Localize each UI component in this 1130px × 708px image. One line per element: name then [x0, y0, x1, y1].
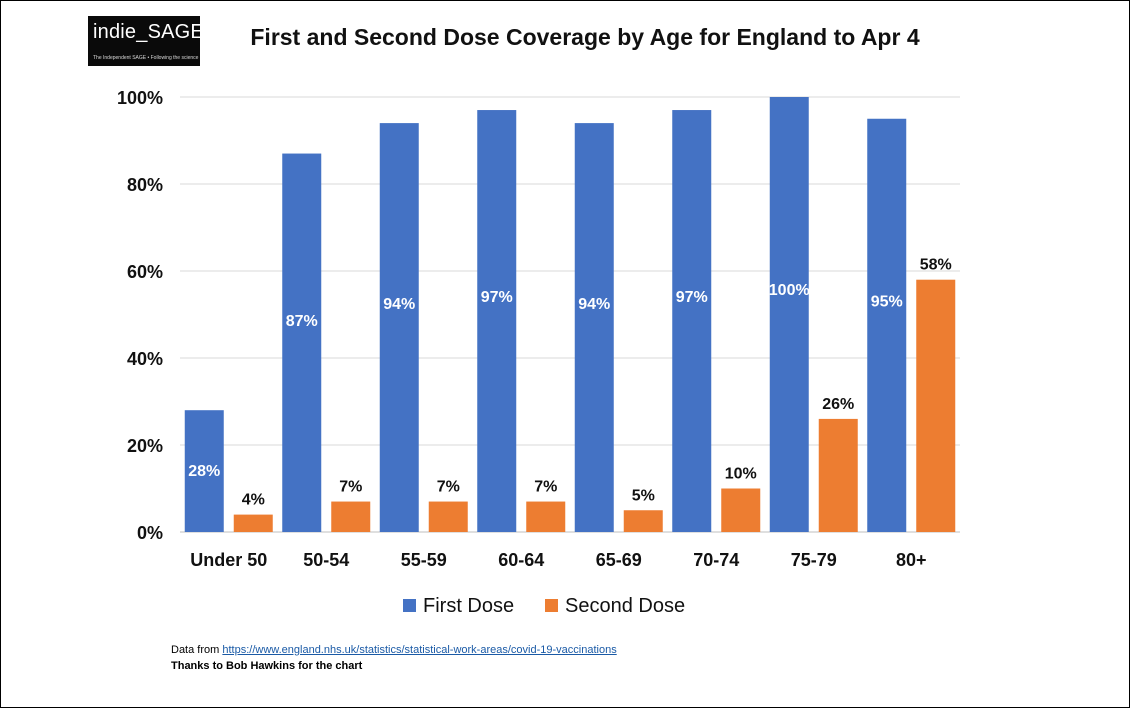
bar	[916, 279, 956, 532]
data-label: 87%	[286, 313, 318, 330]
data-label: 7%	[339, 479, 362, 496]
data-label: 58%	[920, 257, 952, 274]
data-label: 94%	[578, 296, 610, 313]
y-tick-label: 0%	[137, 523, 163, 543]
logo-text: indie_SAGE	[93, 21, 204, 43]
data-label: 5%	[632, 487, 655, 504]
data-label: 97%	[481, 289, 513, 306]
data-label: 7%	[437, 479, 460, 496]
bar	[867, 118, 907, 532]
bar	[428, 501, 468, 532]
x-tick-label: 75-79	[791, 550, 837, 570]
bar	[233, 514, 273, 532]
y-tick-label: 60%	[127, 262, 163, 282]
legend-swatch	[403, 599, 416, 612]
y-tick-label: 40%	[127, 349, 163, 369]
x-tick-label: Under 50	[190, 550, 267, 570]
source-note: Data from https://www.england.nhs.uk/sta…	[171, 644, 617, 656]
bar	[379, 123, 419, 532]
bar	[526, 501, 566, 532]
bar	[721, 488, 761, 532]
bar	[574, 123, 614, 532]
legend-label: Second Dose	[565, 595, 685, 617]
data-label: 7%	[534, 479, 557, 496]
logo-subtext: The Independent SAGE • Following the sci…	[93, 55, 199, 61]
x-tick-label: 80+	[896, 550, 927, 570]
bar	[818, 418, 858, 532]
data-label: 94%	[383, 296, 415, 313]
y-tick-label: 20%	[127, 436, 163, 456]
source-link[interactable]: https://www.england.nhs.uk/statistics/st…	[222, 644, 617, 656]
data-label: 95%	[871, 294, 903, 311]
bar	[282, 153, 322, 533]
y-tick-label: 100%	[117, 88, 163, 108]
y-tick-label: 80%	[127, 175, 163, 195]
data-label: 97%	[676, 289, 708, 306]
legend-label: First Dose	[423, 595, 514, 617]
data-label: 4%	[242, 492, 265, 509]
data-label: 100%	[769, 282, 810, 299]
x-tick-label: 50-54	[303, 550, 349, 570]
bar	[672, 110, 712, 533]
credit-note: Thanks to Bob Hawkins for the chart	[171, 660, 363, 672]
data-label: 10%	[725, 466, 757, 483]
legend-swatch	[545, 599, 558, 612]
x-tick-label: 65-69	[596, 550, 642, 570]
chart-title: First and Second Dose Coverage by Age fo…	[250, 24, 920, 50]
x-tick-label: 70-74	[693, 550, 739, 570]
data-label: 26%	[822, 396, 854, 413]
bar	[331, 501, 371, 532]
bar	[477, 110, 517, 533]
source-prefix: Data from	[171, 644, 223, 656]
x-tick-label: 60-64	[498, 550, 544, 570]
bar	[769, 97, 809, 532]
x-tick-label: 55-59	[401, 550, 447, 570]
bar	[184, 410, 224, 532]
data-label: 28%	[188, 463, 220, 480]
indie-sage-logo: indie_SAGE The Independent SAGE • Follow…	[88, 16, 204, 66]
bar	[623, 510, 663, 532]
